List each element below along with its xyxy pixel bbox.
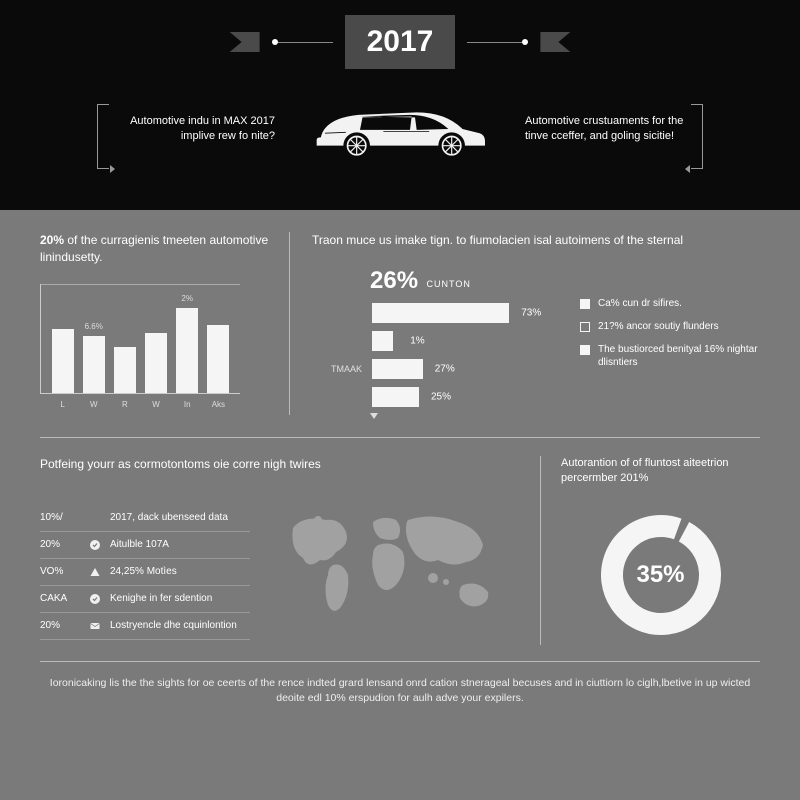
mail-icon xyxy=(88,619,102,633)
none-icon xyxy=(88,511,102,525)
list-item: 10%/2017, dack ubenseed data xyxy=(40,505,250,532)
hbar-row: 1% xyxy=(312,331,560,351)
list-map-panel: Potfeing yourr as cormotontoms oie corre… xyxy=(40,456,540,645)
horizontal-bar-chart: 26% CUNTON 73% 1% TMAAK27% 25% xyxy=(312,267,560,415)
vbar: 2%In xyxy=(176,308,198,393)
hbar-big-value: 26% xyxy=(370,267,418,295)
list-item: CAKAKenighe in fer sdention xyxy=(40,586,250,613)
header-text-left: Automotive indu in MAX 2017 implive rew … xyxy=(115,114,275,145)
vbar: L xyxy=(52,329,74,392)
vbar: Aks xyxy=(207,325,229,393)
list-item: 20%Aitulble 107A xyxy=(40,532,250,559)
vbar-title: 20% of the curragienis tmeeten automotiv… xyxy=(40,232,271,266)
hbar-big-sub: CUNTON xyxy=(427,279,471,289)
footer-text: Ioronicaking lis the the sights for oe c… xyxy=(40,661,760,708)
data-list: 10%/2017, dack ubenseed data20%Aitulble … xyxy=(40,505,250,640)
check-circle-icon xyxy=(88,592,102,606)
legend-item: The bustiorced benityal 16% nightar dlis… xyxy=(580,343,760,369)
car-icon xyxy=(300,89,500,169)
year-label: 2017 xyxy=(345,15,456,69)
triangle-icon xyxy=(88,565,102,579)
list-title: Potfeing yourr as cormotontoms oie corre… xyxy=(40,456,520,473)
divider xyxy=(40,437,760,438)
divider-left xyxy=(272,39,333,45)
hbar-row: 73% xyxy=(312,303,560,323)
header: 2017 Automotive indu in MAX 2017 implive… xyxy=(0,0,800,210)
check-circle-icon xyxy=(88,538,102,552)
vertical-bar-chart: L 6.6%W RW 2%In Aks xyxy=(40,284,240,394)
ribbon-left-icon xyxy=(230,32,260,52)
legend-item: Ca% cun dr sifires. xyxy=(580,297,760,310)
list-item: VO%24,25% Motìes xyxy=(40,559,250,586)
hbar-row: 25% xyxy=(312,387,560,407)
year-banner: 2017 xyxy=(40,15,760,69)
hbar-legend: Ca% cun dr sifires. 21?% ancor soutiy flu… xyxy=(580,267,760,415)
donut-title: Autorantion of of fluntost aiteetrion pe… xyxy=(561,456,760,487)
vbar: R xyxy=(114,347,136,393)
ribbon-right-icon xyxy=(540,32,570,52)
horizontal-bar-panel: Traon muce us imake tign. to fiumolacien… xyxy=(290,232,760,415)
vertical-bar-panel: 20% of the curragienis tmeeten automotiv… xyxy=(40,232,290,415)
vbar: 6.6%W xyxy=(83,336,105,393)
donut-value: 35% xyxy=(636,561,684,589)
hbar-title: Traon muce us imake tign. to fiumolacien… xyxy=(312,232,760,249)
donut-panel: Autorantion of of fluntost aiteetrion pe… xyxy=(540,456,760,645)
legend-item: 21?% ancor soutiy flunders xyxy=(580,320,760,333)
donut-chart: 35% xyxy=(591,505,731,645)
hbar-row: TMAAK27% xyxy=(312,359,560,379)
list-item: 20%Lostryencle dhe cquinlontion xyxy=(40,613,250,640)
header-text-right: Automotive crustuaments for the tinve cc… xyxy=(525,114,685,145)
world-map xyxy=(265,491,520,640)
divider-right xyxy=(467,39,528,45)
vbar: W xyxy=(145,333,167,393)
